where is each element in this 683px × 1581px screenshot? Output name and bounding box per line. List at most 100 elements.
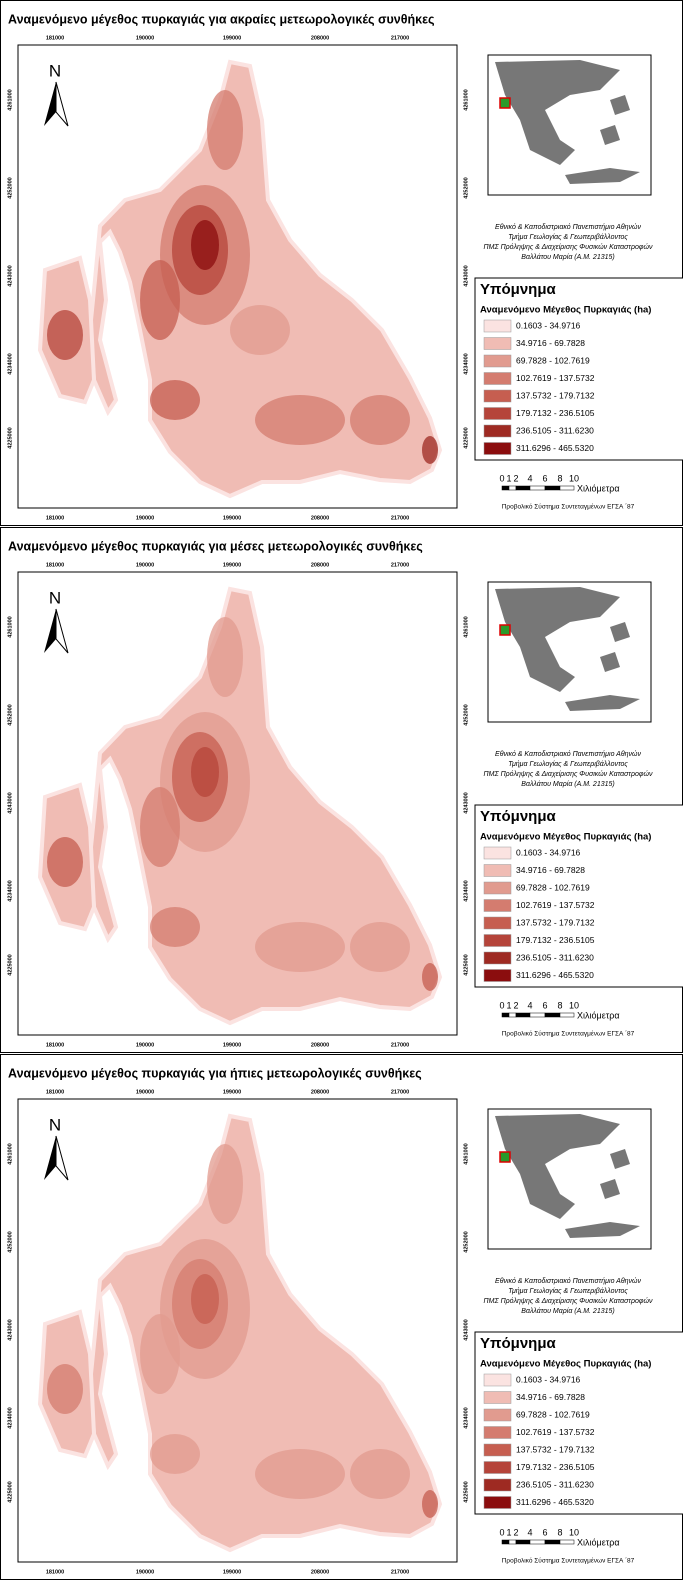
legend-swatch <box>483 1443 512 1457</box>
projection-note: Προβολικό Σύστημα Συντεταγμένων ΕΓΣΑ ΄87 <box>502 503 635 511</box>
legend-label: 69.7828 - 102.7619 <box>516 1409 590 1419</box>
legend-swatch <box>483 969 512 982</box>
legend-label: 69.7828 - 102.7619 <box>516 355 590 365</box>
terrain-patch <box>255 922 345 972</box>
x-coord-label: 190000 <box>136 515 154 521</box>
legend-label: 137.5732 - 179.7132 <box>516 1444 595 1454</box>
terrain-patch <box>150 1434 200 1474</box>
inset-land <box>610 622 630 642</box>
x-coord-label: 208000 <box>311 515 329 521</box>
x-coord-label: 181000 <box>46 1042 64 1048</box>
legend-label: 137.5732 - 179.7132 <box>516 917 595 927</box>
x-coord-label: 217000 <box>391 1569 409 1575</box>
map-panel: Αναμενόμενο μέγεθος πυρκαγιάς για ήπιες … <box>0 1054 683 1580</box>
terrain-patch <box>207 1144 243 1224</box>
scale-segment <box>559 1539 575 1545</box>
terrain-patch <box>230 305 290 355</box>
terrain-patch <box>47 310 83 360</box>
projection-note: Προβολικό Σύστημα Συντεταγμένων ΕΓΣΑ ΄87 <box>502 1030 635 1038</box>
x-coord-label: 199000 <box>223 1089 241 1095</box>
x-coord-label: 181000 <box>46 1089 64 1095</box>
legend-swatch <box>483 1426 512 1439</box>
scale-segment <box>515 1539 531 1545</box>
scale-label: 6 <box>542 1527 547 1537</box>
terrain-patch <box>255 1449 345 1499</box>
scale-unit: Χιλιόμετρα <box>577 1537 620 1547</box>
scale-segment <box>559 1012 575 1018</box>
north-label: N <box>49 588 61 607</box>
legend-label: 69.7828 - 102.7619 <box>516 882 590 892</box>
legend-label: 311.6296 - 465.5320 <box>516 1497 594 1507</box>
y-coord-label: 4225000 <box>463 954 469 975</box>
scale-segment <box>501 485 510 491</box>
legend-title: Υπόμνημα <box>480 1335 557 1352</box>
x-coord-label: 217000 <box>391 35 409 41</box>
y-coord-label: 4234000 <box>463 1407 469 1428</box>
credit-line: ΠΜΣ Πρόληψης & Διαχείρισης Φυσικών Κατασ… <box>484 243 653 251</box>
north-arrow <box>44 1136 56 1180</box>
legend-swatch <box>483 319 512 333</box>
y-coord-label: 4261000 <box>7 616 13 637</box>
x-coord-label: 190000 <box>136 1569 154 1575</box>
legend-label: 0.1603 - 34.9716 <box>516 1374 581 1384</box>
legend-label: 137.5732 - 179.7132 <box>516 390 595 400</box>
x-coord-label: 217000 <box>391 515 409 521</box>
x-coord-label: 199000 <box>223 35 241 41</box>
y-coord-label: 4252000 <box>7 177 13 198</box>
legend-label: 34.9716 - 69.7828 <box>516 1392 585 1402</box>
map-panel: Αναμενόμενο μέγεθος πυρκαγιάς για ακραίε… <box>0 0 683 526</box>
x-coord-label: 181000 <box>46 562 64 568</box>
credit-line: ΠΜΣ Πρόληψης & Διαχείρισης Φυσικών Κατασ… <box>484 770 653 778</box>
credit-line: ΠΜΣ Πρόληψης & Διαχείρισης Φυσικών Κατασ… <box>484 1297 653 1305</box>
terrain-patch <box>207 90 243 170</box>
legend-swatch <box>483 1461 512 1474</box>
legend-swatch <box>483 389 512 403</box>
scale-label: 10 <box>569 473 579 483</box>
y-coord-label: 4243000 <box>7 792 13 813</box>
terrain-patch <box>422 1490 438 1518</box>
y-coord-label: 4225000 <box>7 954 13 975</box>
x-coord-label: 181000 <box>46 35 64 41</box>
terrain-patch <box>207 617 243 697</box>
terrain-patch <box>140 1314 180 1394</box>
terrain-patch <box>422 963 438 991</box>
scale-segment <box>544 1539 561 1545</box>
legend-title: Υπόμνημα <box>480 808 557 825</box>
legend-subtitle: Αναμενόμενο Μέγεθος Πυρκαγιάς (ha) <box>480 305 651 316</box>
y-coord-label: 4225000 <box>7 427 13 448</box>
y-coord-label: 4243000 <box>7 265 13 286</box>
north-arrow <box>55 81 69 127</box>
y-coord-label: 4234000 <box>7 1407 13 1428</box>
x-coord-label: 190000 <box>136 1089 154 1095</box>
terrain-patch <box>191 747 219 797</box>
scale-segment <box>544 1012 561 1018</box>
inset-land <box>565 1222 640 1238</box>
legend-swatch <box>483 372 512 385</box>
x-coord-label: 208000 <box>311 1089 329 1095</box>
legend-label: 179.7132 - 236.5105 <box>516 408 595 418</box>
terrain-patch <box>255 395 345 445</box>
north-arrow <box>55 608 69 654</box>
terrain-patch <box>140 787 180 867</box>
x-coord-label: 199000 <box>223 1042 241 1048</box>
scale-label: 2 <box>513 1000 518 1010</box>
inset-land <box>495 1114 620 1219</box>
legend-label: 236.5105 - 311.6230 <box>516 1479 594 1489</box>
y-coord-label: 4243000 <box>463 792 469 813</box>
x-coord-label: 190000 <box>136 1042 154 1048</box>
scale-label: 8 <box>557 1000 562 1010</box>
terrain-patch <box>47 837 83 887</box>
legend-label: 0.1603 - 34.9716 <box>516 320 581 330</box>
scale-segment <box>508 1539 517 1545</box>
terrain-patch <box>230 832 290 882</box>
scale-segment <box>501 1012 510 1018</box>
panel-title: Αναμενόμενο μέγεθος πυρκαγιάς για ακραίε… <box>8 12 435 26</box>
y-coord-label: 4261000 <box>463 89 469 110</box>
legend-label: 311.6296 - 465.5320 <box>516 970 594 980</box>
y-coord-label: 4243000 <box>463 1319 469 1340</box>
inset-land <box>565 695 640 711</box>
scale-segment <box>508 1012 517 1018</box>
legend-swatch <box>483 881 512 895</box>
legend-label: 236.5105 - 311.6230 <box>516 952 594 962</box>
scale-segment <box>529 1539 546 1545</box>
